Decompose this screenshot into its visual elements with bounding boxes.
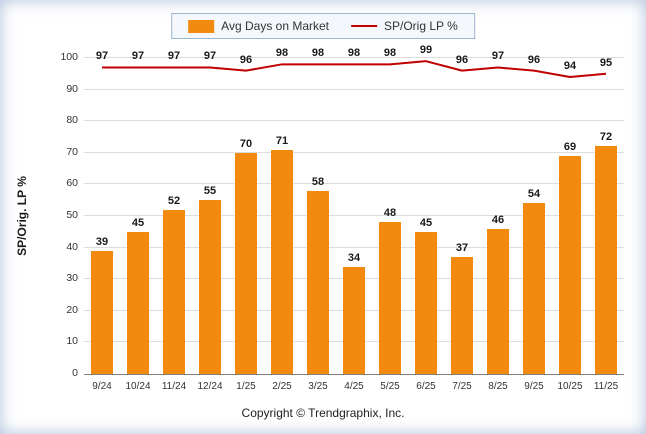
bar-value-label: 72 bbox=[599, 131, 613, 144]
x-tick-label: 7/25 bbox=[452, 381, 472, 392]
line-value-label: 96 bbox=[239, 53, 253, 66]
bar bbox=[127, 231, 149, 374]
bar bbox=[343, 266, 365, 374]
x-tick-label: 10/24 bbox=[125, 381, 151, 392]
y-tick-label: 30 bbox=[66, 272, 78, 285]
x-tick-label: 11/24 bbox=[161, 381, 187, 392]
line-value-label: 94 bbox=[563, 59, 577, 72]
x-tick-label: 3/25 bbox=[308, 381, 328, 392]
legend: Avg Days on Market SP/Orig LP % bbox=[171, 13, 475, 39]
bar bbox=[415, 231, 437, 374]
y-tick-label: 0 bbox=[72, 367, 78, 379]
bar bbox=[595, 146, 617, 374]
trend-line-layer bbox=[102, 60, 607, 78]
bar-value-label: 70 bbox=[239, 137, 253, 150]
plot-area: 39 45 52 55 70 71 58 34 48 45 37 46 54 69 72 97 97 97 97 96… bbox=[84, 44, 624, 375]
y-tick-label: 20 bbox=[66, 303, 78, 316]
line-value-label: 98 bbox=[383, 47, 397, 60]
bar-value-label: 58 bbox=[311, 175, 325, 188]
x-tick-label: 6/25 bbox=[416, 381, 436, 392]
gridline bbox=[84, 120, 624, 122]
y-tick-label: 40 bbox=[66, 240, 78, 253]
line-value-label: 96 bbox=[455, 53, 469, 66]
bar-value-label: 45 bbox=[419, 216, 433, 229]
x-tick-label: 5/25 bbox=[380, 381, 400, 392]
bar bbox=[91, 250, 113, 374]
line-value-label: 96 bbox=[527, 53, 541, 66]
y-tick-label: 100 bbox=[60, 51, 78, 63]
line-value-label: 99 bbox=[419, 44, 433, 57]
x-tick-label: 10/25 bbox=[557, 381, 583, 392]
bar-value-label: 52 bbox=[167, 194, 181, 207]
legend-line-swatch bbox=[351, 25, 378, 27]
bar-value-label: 46 bbox=[491, 213, 505, 226]
x-tick-label: 4/25 bbox=[344, 381, 364, 392]
legend-bar-swatch bbox=[188, 19, 215, 33]
bar bbox=[271, 149, 293, 374]
bar bbox=[379, 222, 401, 374]
line-value-label: 97 bbox=[491, 50, 505, 63]
x-tick-label: 2/25 bbox=[272, 381, 292, 392]
bar-value-label: 37 bbox=[455, 242, 469, 255]
bar bbox=[451, 257, 473, 374]
gridline bbox=[84, 57, 624, 58]
gridline bbox=[84, 215, 624, 216]
bar bbox=[523, 203, 545, 374]
bar-value-label: 45 bbox=[131, 216, 145, 229]
x-tick-label: 12/24 bbox=[197, 381, 223, 392]
bar-value-label: 69 bbox=[563, 140, 577, 153]
y-tick-label: 10 bbox=[66, 335, 78, 348]
y-tick-label: 50 bbox=[66, 209, 78, 221]
gridline bbox=[84, 246, 624, 248]
line-value-label: 98 bbox=[275, 47, 289, 60]
legend-item-bar: Avg Days on Market bbox=[188, 19, 329, 33]
line-value-label: 97 bbox=[203, 50, 217, 63]
bar bbox=[235, 152, 257, 374]
bar bbox=[163, 209, 185, 374]
line-value-label: 98 bbox=[347, 47, 361, 60]
chart-canvas: Avg Days on Market SP/Orig LP % SP/Orig.… bbox=[8, 8, 638, 426]
bar-value-label: 34 bbox=[347, 251, 361, 264]
bar bbox=[559, 155, 581, 374]
bar-value-label: 39 bbox=[95, 235, 109, 248]
bar-value-label: 71 bbox=[275, 134, 289, 147]
y-tick-label: 90 bbox=[66, 82, 78, 95]
line-value-label: 97 bbox=[131, 50, 145, 63]
bar bbox=[487, 228, 509, 374]
line-value-label: 97 bbox=[167, 50, 181, 63]
legend-line-label: SP/Orig LP % bbox=[384, 19, 458, 33]
gridline bbox=[84, 151, 624, 153]
gridline bbox=[84, 88, 624, 90]
legend-item-line: SP/Orig LP % bbox=[351, 19, 458, 33]
line-value-label: 98 bbox=[311, 47, 325, 60]
gridline bbox=[84, 183, 624, 185]
bar bbox=[307, 190, 329, 374]
line-value-label: 95 bbox=[599, 56, 613, 69]
bar-value-label: 48 bbox=[383, 207, 397, 220]
line-value-label: 97 bbox=[95, 50, 109, 63]
bar-value-label: 55 bbox=[203, 185, 217, 198]
y-axis-title: SP/Orig. LP % bbox=[15, 176, 29, 256]
x-tick-label: 8/25 bbox=[488, 381, 508, 392]
x-tick-label: 9/25 bbox=[524, 381, 544, 392]
copyright-text: Copyright © Trendgraphix, Inc. bbox=[241, 406, 405, 420]
y-tick-label: 70 bbox=[66, 145, 78, 158]
bar bbox=[199, 200, 221, 374]
y-tick-label: 80 bbox=[66, 114, 78, 127]
bar-value-label: 54 bbox=[527, 188, 541, 201]
y-tick-label: 60 bbox=[66, 177, 78, 190]
x-tick-label: 9/24 bbox=[92, 381, 112, 392]
trend-line bbox=[102, 60, 607, 78]
legend-bar-label: Avg Days on Market bbox=[221, 19, 330, 33]
x-tick-label: 11/25 bbox=[593, 381, 619, 392]
x-tick-label: 1/25 bbox=[236, 381, 256, 392]
